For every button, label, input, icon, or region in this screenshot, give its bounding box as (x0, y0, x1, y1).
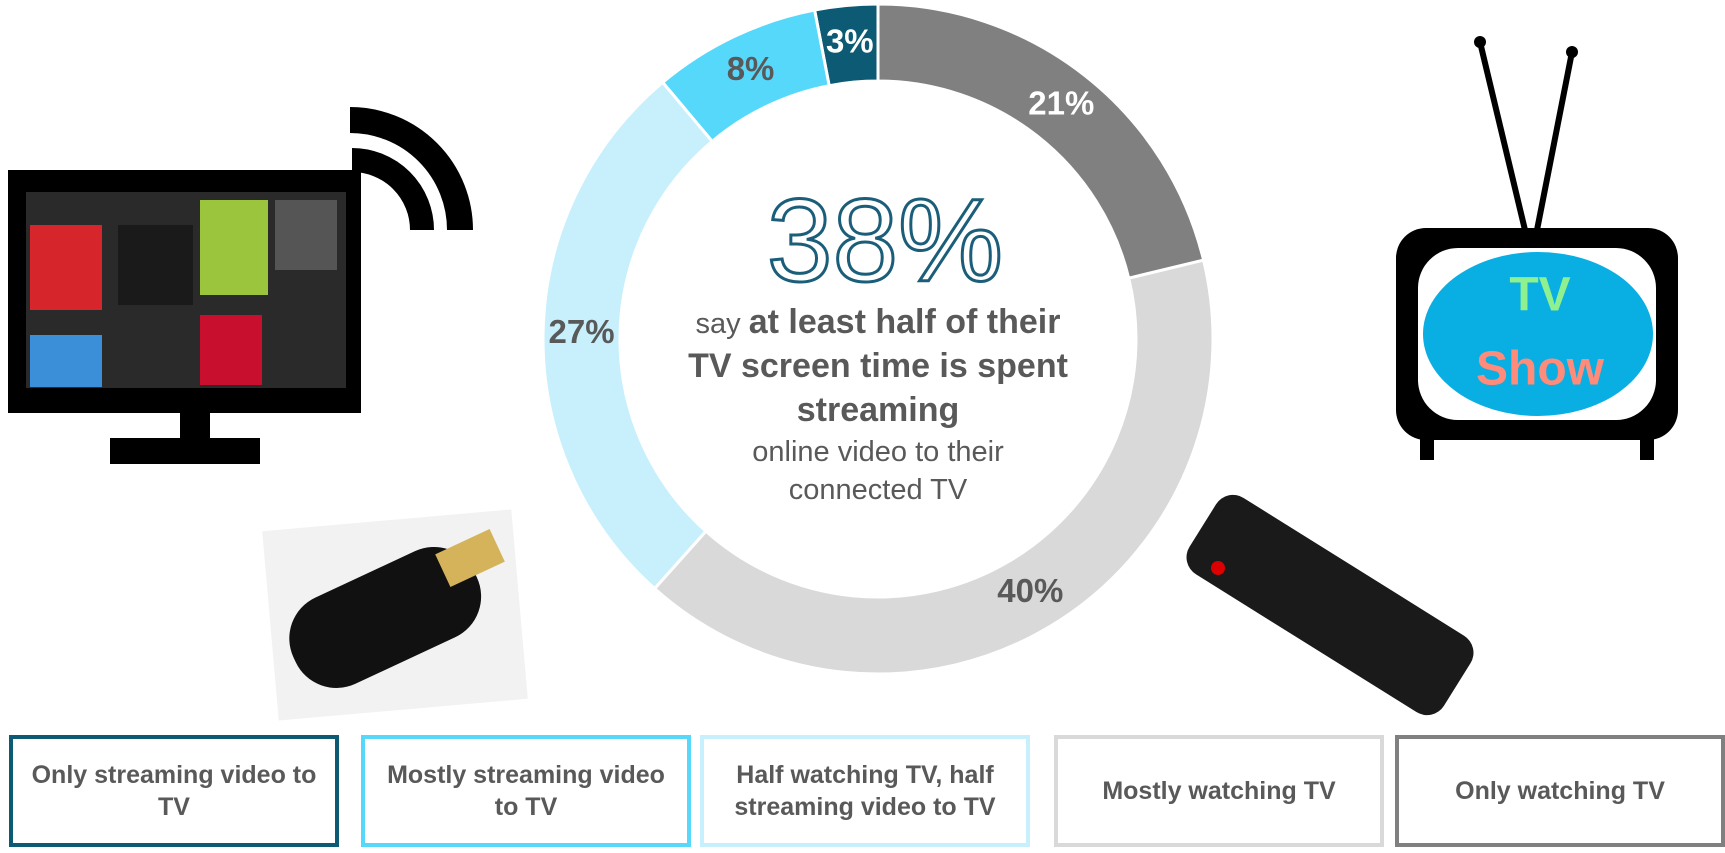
center-text-part: say (695, 308, 749, 340)
data-label: 21% (1028, 85, 1094, 122)
center-text-part: at least half of their TV screen time is… (688, 303, 1068, 430)
donut-segment (652, 258, 1215, 676)
icon-text: Show (1476, 343, 1605, 396)
chromecast-illustration (262, 509, 528, 721)
retro-tv-illustration: TV Show (1396, 36, 1678, 460)
icon-text: TV (1509, 269, 1570, 322)
data-label: 40% (997, 572, 1063, 609)
monitor-illustration (8, 107, 473, 464)
data-label: 27% (549, 313, 615, 350)
legend-item: Half watching TV, half streaming video t… (700, 735, 1030, 847)
legend-item: Only watching TV (1395, 735, 1725, 847)
data-label: 8% (727, 50, 775, 87)
center-text-part: online video to their connected TV (752, 435, 1004, 507)
legend: Only streaming video to TV Mostly streami… (0, 735, 1725, 851)
data-label: 3% (826, 23, 874, 60)
donut: 3% 8% 27% 40% 21% (541, 2, 1215, 676)
legend-item: Mostly streaming video to TV (361, 735, 691, 847)
legend-item: Mostly watching TV (1054, 735, 1384, 847)
headline: 38% (767, 175, 1003, 307)
legend-item: Only streaming video to TV (9, 735, 339, 847)
remote-illustration (1186, 494, 1474, 716)
donut-segment (876, 2, 1206, 280)
center-text: say at least half of their TV screen tim… (688, 300, 1068, 510)
